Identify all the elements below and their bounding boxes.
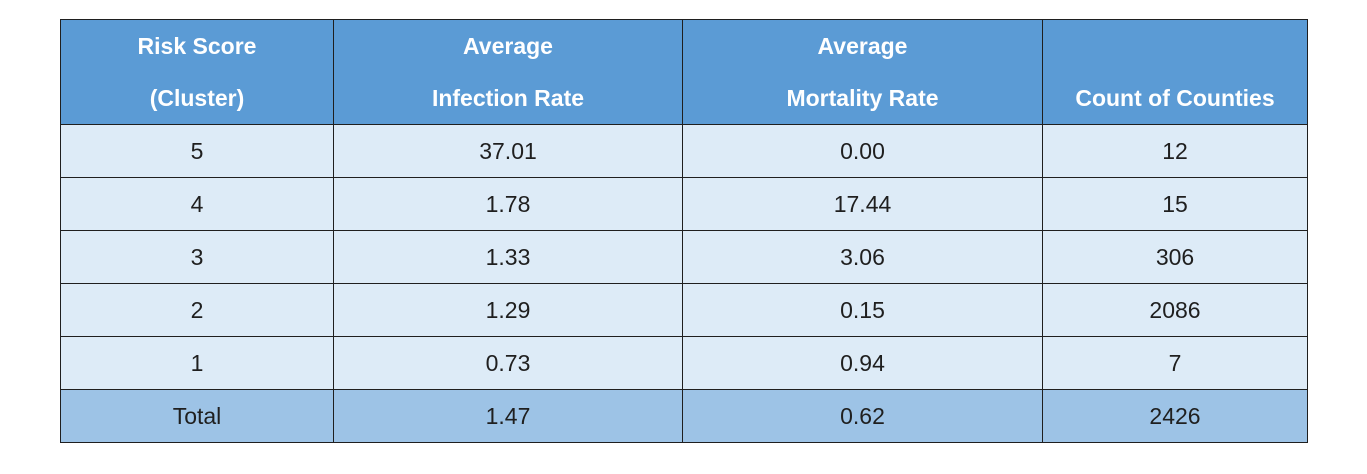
cell-county-count: 2086: [1042, 283, 1308, 337]
header-line: (Cluster): [149, 85, 245, 111]
header-avg-mortality-rate: Average Mortality Rate: [682, 19, 1043, 125]
total-mortality-rate: 0.62: [682, 389, 1043, 443]
header-count-of-counties: Count of Counties: [1042, 19, 1308, 125]
cell-risk-score: 5: [60, 124, 334, 178]
header-line: Mortality Rate: [786, 85, 939, 111]
header-line: Infection Rate: [431, 85, 585, 111]
table-total-row: Total 1.47 0.62 2426: [60, 389, 1308, 443]
cell-county-count: 306: [1042, 230, 1308, 284]
cell-risk-score: 4: [60, 177, 334, 231]
table-row: 1 0.73 0.94 7: [60, 336, 1308, 390]
table-row: 2 1.29 0.15 2086: [60, 283, 1308, 337]
cell-county-count: 15: [1042, 177, 1308, 231]
cell-county-count: 12: [1042, 124, 1308, 178]
header-line: [1043, 20, 1307, 72]
cell-county-count: 7: [1042, 336, 1308, 390]
table-row: 4 1.78 17.44 15: [60, 177, 1308, 231]
total-infection-rate: 1.47: [333, 389, 683, 443]
risk-score-table: Risk Score (Cluster) Average Infection R…: [60, 19, 1308, 443]
table-header-row: Risk Score (Cluster) Average Infection R…: [60, 19, 1308, 125]
header-line: Average: [817, 33, 908, 59]
header-line: Average: [463, 33, 553, 59]
header-line: Count of Counties: [1075, 85, 1275, 111]
cell-infection-rate: 1.78: [333, 177, 683, 231]
header-risk-score: Risk Score (Cluster): [60, 19, 334, 125]
cell-infection-rate: 1.33: [333, 230, 683, 284]
cell-mortality-rate: 0.15: [682, 283, 1043, 337]
cell-infection-rate: 0.73: [333, 336, 683, 390]
cell-mortality-rate: 0.94: [682, 336, 1043, 390]
risk-score-table-container: Risk Score (Cluster) Average Infection R…: [60, 19, 1308, 443]
total-label: Total: [60, 389, 334, 443]
cell-risk-score: 3: [60, 230, 334, 284]
cell-mortality-rate: 3.06: [682, 230, 1043, 284]
cell-risk-score: 1: [60, 336, 334, 390]
cell-mortality-rate: 17.44: [682, 177, 1043, 231]
cell-risk-score: 2: [60, 283, 334, 337]
header-line: Risk Score: [137, 33, 257, 59]
cell-infection-rate: 1.29: [333, 283, 683, 337]
cell-mortality-rate: 0.00: [682, 124, 1043, 178]
total-county-count: 2426: [1042, 389, 1308, 443]
header-avg-infection-rate: Average Infection Rate: [333, 19, 683, 125]
table-row: 5 37.01 0.00 12: [60, 124, 1308, 178]
table-row: 3 1.33 3.06 306: [60, 230, 1308, 284]
cell-infection-rate: 37.01: [333, 124, 683, 178]
